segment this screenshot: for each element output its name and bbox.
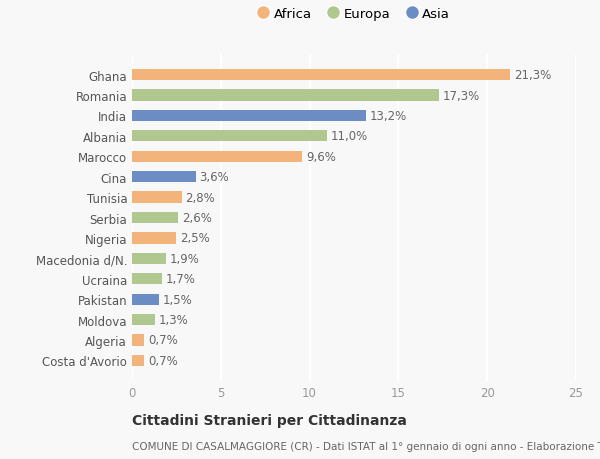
- Text: 9,6%: 9,6%: [306, 151, 336, 163]
- Bar: [132, 233, 176, 244]
- Text: 2,8%: 2,8%: [185, 191, 215, 204]
- Bar: [132, 253, 166, 264]
- Text: 11,0%: 11,0%: [331, 130, 368, 143]
- Bar: [132, 213, 178, 224]
- Text: 21,3%: 21,3%: [514, 69, 551, 82]
- Bar: [132, 70, 510, 81]
- Text: 1,5%: 1,5%: [162, 293, 192, 306]
- Bar: [132, 294, 158, 305]
- Bar: [132, 151, 302, 162]
- Bar: [132, 274, 162, 285]
- Text: COMUNE DI CASALMAGGIORE (CR) - Dati ISTAT al 1° gennaio di ogni anno - Elaborazi: COMUNE DI CASALMAGGIORE (CR) - Dati ISTA…: [132, 441, 600, 451]
- Bar: [132, 192, 182, 203]
- Text: 3,6%: 3,6%: [199, 171, 229, 184]
- Text: 0,7%: 0,7%: [148, 354, 178, 367]
- Text: Cittadini Stranieri per Cittadinanza: Cittadini Stranieri per Cittadinanza: [132, 413, 407, 427]
- Bar: [132, 90, 439, 101]
- Text: 2,6%: 2,6%: [182, 212, 212, 224]
- Bar: [132, 172, 196, 183]
- Text: 0,7%: 0,7%: [148, 334, 178, 347]
- Text: 17,3%: 17,3%: [443, 90, 480, 102]
- Text: 1,7%: 1,7%: [166, 273, 196, 285]
- Text: 1,9%: 1,9%: [169, 252, 199, 265]
- Bar: [132, 131, 328, 142]
- Legend: Africa, Europa, Asia: Africa, Europa, Asia: [253, 3, 455, 27]
- Text: 2,5%: 2,5%: [180, 232, 210, 245]
- Bar: [132, 314, 155, 325]
- Bar: [132, 355, 145, 366]
- Bar: [132, 335, 145, 346]
- Text: 1,3%: 1,3%: [158, 313, 188, 326]
- Bar: [132, 111, 367, 122]
- Text: 13,2%: 13,2%: [370, 110, 407, 123]
